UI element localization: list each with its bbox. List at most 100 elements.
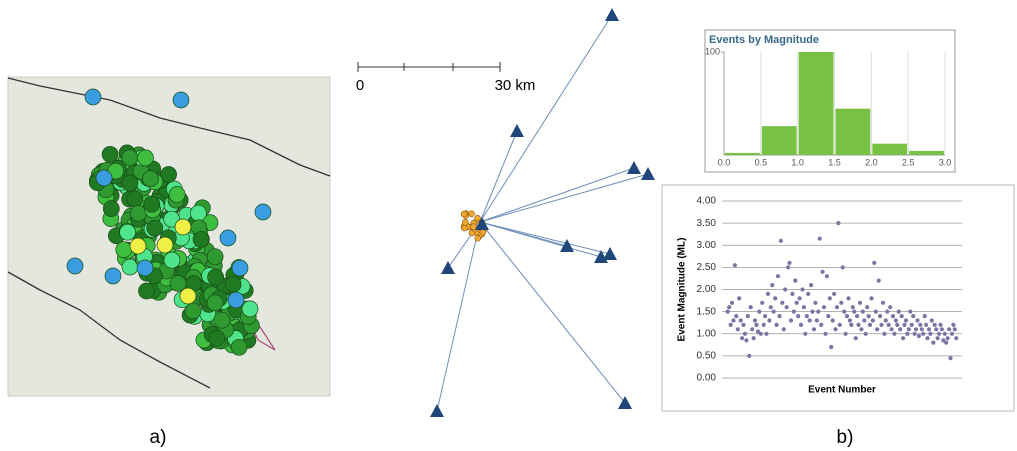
ray-path xyxy=(480,131,517,222)
event-marker xyxy=(255,204,271,220)
data-point xyxy=(867,314,871,318)
x-tick-label: 0.0 xyxy=(718,157,731,167)
epicenter-map xyxy=(8,77,330,396)
data-point xyxy=(879,323,883,327)
data-point xyxy=(762,323,766,327)
data-point xyxy=(815,318,819,322)
data-point xyxy=(855,314,859,318)
event-marker xyxy=(173,92,189,108)
y-tick-label: 100 xyxy=(705,46,720,56)
data-point xyxy=(948,356,952,360)
data-point xyxy=(905,332,909,336)
data-point xyxy=(936,336,940,340)
event-marker xyxy=(207,249,223,265)
bar xyxy=(725,153,760,155)
data-point xyxy=(844,332,848,336)
data-point xyxy=(816,310,820,314)
data-point xyxy=(950,332,954,336)
x-tick-label: 2.5 xyxy=(902,157,915,167)
data-point xyxy=(743,332,747,336)
data-point xyxy=(773,296,777,300)
data-point xyxy=(852,310,856,314)
data-point xyxy=(890,327,894,331)
station xyxy=(430,404,444,417)
data-point xyxy=(808,318,812,322)
data-point xyxy=(790,292,794,296)
bar xyxy=(836,109,871,155)
data-point xyxy=(925,336,929,340)
data-point xyxy=(767,318,771,322)
data-point xyxy=(895,323,899,327)
data-point xyxy=(892,332,896,336)
data-point xyxy=(766,292,770,296)
data-point xyxy=(776,274,780,278)
data-point xyxy=(924,323,928,327)
event-marker xyxy=(122,175,138,191)
data-point xyxy=(851,305,855,309)
y-tick-label: 1.00 xyxy=(697,328,717,339)
station xyxy=(605,8,619,21)
data-point xyxy=(753,318,757,322)
data-point xyxy=(943,332,947,336)
data-point xyxy=(913,332,917,336)
data-point xyxy=(792,310,796,314)
bar xyxy=(909,151,944,155)
data-point xyxy=(747,354,751,358)
y-tick-label: 3.50 xyxy=(697,218,717,229)
data-point xyxy=(744,338,748,342)
data-point xyxy=(871,318,875,322)
data-point xyxy=(856,323,860,327)
data-point xyxy=(726,310,730,314)
event-marker xyxy=(130,205,146,221)
event-marker xyxy=(105,268,121,284)
data-point xyxy=(727,305,731,309)
data-point xyxy=(739,318,743,322)
x-tick-label: 1.5 xyxy=(828,157,841,167)
data-point xyxy=(730,301,734,305)
data-point xyxy=(823,332,827,336)
data-point xyxy=(757,310,761,314)
x-tick-label: 1.0 xyxy=(791,157,804,167)
station xyxy=(510,124,524,137)
event-marker xyxy=(232,260,248,276)
data-point xyxy=(927,327,931,331)
x-tick-label: 3.0 xyxy=(939,157,952,167)
data-point xyxy=(854,336,858,340)
data-point xyxy=(787,261,791,265)
y-tick-label: 2.50 xyxy=(697,262,717,273)
data-point xyxy=(877,279,881,283)
local-event xyxy=(480,229,486,235)
data-point xyxy=(914,327,918,331)
data-point xyxy=(782,327,786,331)
data-point xyxy=(731,318,735,322)
data-point xyxy=(928,332,932,336)
data-point xyxy=(829,345,833,349)
data-point xyxy=(846,296,850,300)
event-marker xyxy=(231,339,247,355)
data-point xyxy=(842,310,846,314)
data-point xyxy=(772,310,776,314)
ray-path xyxy=(437,222,480,411)
data-point xyxy=(775,323,779,327)
data-point xyxy=(954,336,958,340)
data-point xyxy=(902,323,906,327)
ray-path xyxy=(480,15,612,222)
bar xyxy=(762,126,797,155)
data-point xyxy=(894,318,898,322)
data-point xyxy=(891,314,895,318)
data-point xyxy=(947,327,951,331)
data-point xyxy=(810,310,814,314)
data-point xyxy=(734,314,738,318)
local-event xyxy=(469,211,475,217)
data-point xyxy=(754,323,758,327)
data-point xyxy=(938,323,942,327)
data-point xyxy=(780,301,784,305)
data-point xyxy=(796,314,800,318)
data-point xyxy=(849,323,853,327)
data-point xyxy=(898,327,902,331)
event-marker xyxy=(102,146,118,162)
data-point xyxy=(749,305,753,309)
data-point xyxy=(839,301,843,305)
event-marker xyxy=(157,237,173,253)
data-point xyxy=(764,332,768,336)
